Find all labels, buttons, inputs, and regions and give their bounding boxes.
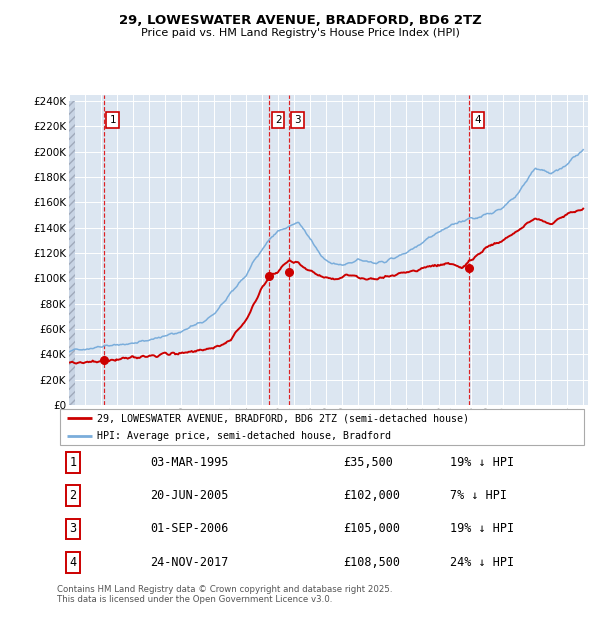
FancyBboxPatch shape <box>59 409 584 445</box>
Text: £108,500: £108,500 <box>344 556 401 569</box>
Text: 03-MAR-1995: 03-MAR-1995 <box>150 456 229 469</box>
Text: £105,000: £105,000 <box>344 523 401 536</box>
Text: Price paid vs. HM Land Registry's House Price Index (HPI): Price paid vs. HM Land Registry's House … <box>140 28 460 38</box>
Text: 29, LOWESWATER AVENUE, BRADFORD, BD6 2TZ (semi-detached house): 29, LOWESWATER AVENUE, BRADFORD, BD6 2TZ… <box>97 414 469 423</box>
Text: £35,500: £35,500 <box>344 456 394 469</box>
Text: 1: 1 <box>70 456 76 469</box>
Text: 29, LOWESWATER AVENUE, BRADFORD, BD6 2TZ: 29, LOWESWATER AVENUE, BRADFORD, BD6 2TZ <box>119 14 481 27</box>
FancyBboxPatch shape <box>69 101 76 405</box>
Text: 4: 4 <box>70 556 76 569</box>
Text: £102,000: £102,000 <box>344 489 401 502</box>
Text: 2: 2 <box>275 115 281 125</box>
Text: HPI: Average price, semi-detached house, Bradford: HPI: Average price, semi-detached house,… <box>97 431 391 441</box>
Text: 7% ↓ HPI: 7% ↓ HPI <box>450 489 507 502</box>
Text: 01-SEP-2006: 01-SEP-2006 <box>150 523 229 536</box>
Text: 3: 3 <box>294 115 301 125</box>
Text: 2: 2 <box>70 489 76 502</box>
Text: 24-NOV-2017: 24-NOV-2017 <box>150 556 229 569</box>
Text: Contains HM Land Registry data © Crown copyright and database right 2025.
This d: Contains HM Land Registry data © Crown c… <box>57 585 392 604</box>
Text: 1: 1 <box>109 115 116 125</box>
Text: 24% ↓ HPI: 24% ↓ HPI <box>450 556 514 569</box>
Text: 3: 3 <box>70 523 76 536</box>
Text: 19% ↓ HPI: 19% ↓ HPI <box>450 523 514 536</box>
Text: 4: 4 <box>475 115 481 125</box>
Text: 19% ↓ HPI: 19% ↓ HPI <box>450 456 514 469</box>
Text: 20-JUN-2005: 20-JUN-2005 <box>150 489 229 502</box>
